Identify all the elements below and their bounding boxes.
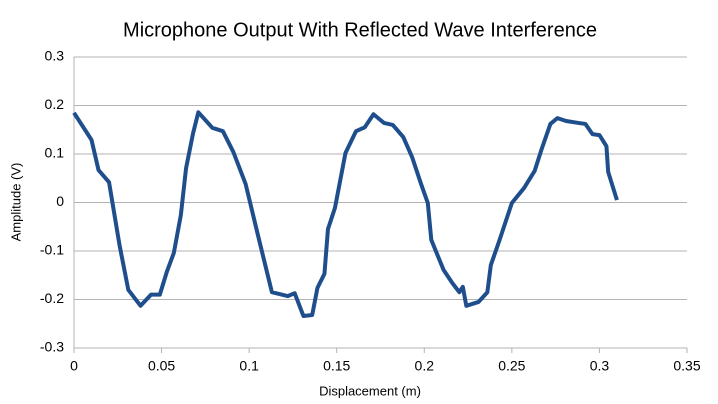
x-tick-label: 0.1 [239, 358, 259, 374]
x-tick-label: 0.2 [415, 358, 435, 374]
x-tick-label: 0.3 [590, 358, 610, 374]
x-tick-label: 0.15 [323, 358, 350, 374]
x-tick-label: 0.25 [498, 358, 525, 374]
y-tick-label: -0.1 [40, 242, 64, 258]
x-tick-label: 0.05 [148, 358, 175, 374]
y-axis-label: Amplitude (V) [8, 163, 23, 242]
x-axis-label: Displacement (m) [319, 383, 421, 398]
x-tick-label: 0.35 [673, 358, 700, 374]
y-tick-label: -0.3 [40, 339, 64, 355]
y-tick-label: 0 [56, 193, 64, 209]
y-tick-label: 0.1 [45, 145, 65, 161]
data-line [72, 110, 619, 318]
y-tick-label: 0.3 [45, 48, 65, 64]
y-tick-label: -0.2 [40, 290, 64, 306]
chart-title: Microphone Output With Reflected Wave In… [123, 19, 597, 41]
y-tick-label: 0.2 [45, 96, 65, 112]
x-tick-label: 0 [70, 358, 78, 374]
